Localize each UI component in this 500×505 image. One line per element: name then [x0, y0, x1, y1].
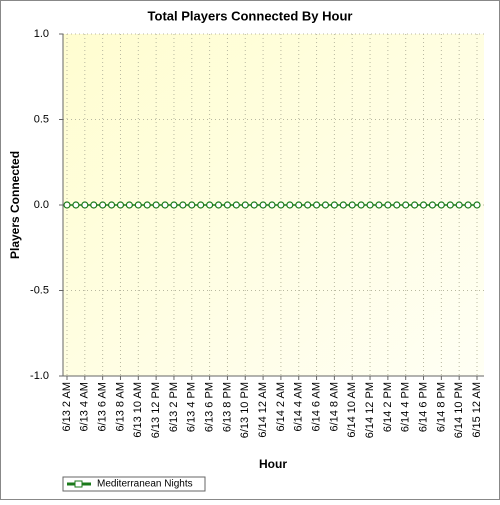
x-tick-label: 6/14 4 PM [400, 382, 412, 432]
legend [62, 476, 206, 492]
data-point [116, 201, 125, 209]
y-tick-label: 0.0 [34, 199, 49, 211]
data-point [464, 201, 472, 209]
x-tick-label: 6/14 12 AM [257, 382, 269, 438]
x-tick-label: 6/13 4 AM [79, 382, 91, 432]
data-point [170, 201, 178, 209]
data-point [321, 201, 330, 209]
y-tick-label: -0.5 [30, 284, 49, 296]
data-point [206, 201, 214, 209]
x-tick-label: 6/13 4 PM [186, 382, 198, 432]
data-point [339, 201, 347, 209]
x-tick-label: 6/14 6 PM [417, 382, 429, 432]
data-point [99, 201, 107, 209]
x-tick-label: 6/14 8 AM [328, 382, 340, 432]
data-point [152, 201, 160, 209]
x-tick-label: 6/13 2 AM [61, 382, 73, 432]
chart-title: Total Players Connected By Hour [148, 8, 353, 23]
data-point [81, 201, 89, 209]
data-point [107, 201, 116, 209]
x-tick-label: 6/14 12 PM [364, 382, 376, 438]
data-point [375, 201, 383, 209]
x-tick-label: 6/13 6 AM [97, 382, 109, 432]
data-point [161, 201, 169, 209]
data-point [179, 201, 187, 209]
x-tick-label: 6/14 8 PM [435, 382, 447, 432]
data-point [286, 201, 294, 209]
data-point [277, 201, 285, 209]
data-point [214, 201, 223, 209]
data-point [446, 201, 454, 209]
legend-marker [74, 480, 83, 488]
x-tick-label: 6/13 2 PM [168, 382, 180, 432]
data-point [241, 201, 249, 209]
data-point [330, 201, 338, 209]
data-point [393, 201, 401, 209]
data-point [188, 201, 196, 209]
data-point [473, 201, 481, 209]
data-point [232, 201, 240, 209]
data-point [402, 201, 410, 209]
data-point [223, 201, 232, 209]
x-axis-label: Hour [259, 457, 287, 471]
data-point [72, 201, 80, 209]
data-point [143, 201, 151, 209]
data-point [411, 201, 419, 209]
legend-label: Mediterranean Nights [97, 479, 193, 490]
x-tick-label: 6/13 10 AM [132, 382, 144, 438]
data-point [428, 201, 437, 209]
data-point [90, 201, 98, 209]
x-tick-label: 6/15 12 AM [471, 382, 483, 438]
data-point [357, 201, 365, 209]
x-tick-label: 6/14 2 PM [382, 382, 394, 432]
y-tick-label: -1.0 [30, 370, 49, 382]
x-tick-label: 6/13 6 PM [204, 382, 216, 432]
x-tick-label: 6/13 10 PM [239, 382, 251, 438]
data-point [384, 201, 392, 209]
x-tick-label: 6/14 10 PM [453, 382, 465, 438]
data-point [419, 201, 428, 209]
data-point [250, 201, 258, 209]
x-tick-label: 6/13 8 AM [114, 382, 126, 432]
data-point [259, 201, 267, 209]
y-axis-label: Players Connected [8, 151, 22, 259]
x-tick-label: 6/14 2 AM [275, 382, 287, 432]
x-tick-label: 6/13 12 PM [150, 382, 162, 438]
data-point [348, 201, 356, 209]
x-tick-label: 6/14 6 AM [310, 382, 322, 432]
data-point [304, 201, 312, 209]
data-point [295, 201, 303, 209]
data-point [312, 201, 321, 209]
data-point [455, 201, 463, 209]
data-point [197, 201, 205, 209]
x-tick-label: 6/14 10 AM [346, 382, 358, 438]
data-point [125, 201, 133, 209]
data-point [134, 201, 142, 209]
y-tick-label: 0.5 [34, 113, 49, 125]
x-tick-label: 6/14 4 AM [293, 382, 305, 432]
y-tick-label: 1.0 [34, 28, 49, 40]
data-point [437, 201, 445, 209]
data-point [268, 201, 276, 209]
data-point [366, 201, 374, 209]
x-tick-label: 6/13 8 PM [221, 382, 233, 432]
data-point [63, 201, 71, 209]
